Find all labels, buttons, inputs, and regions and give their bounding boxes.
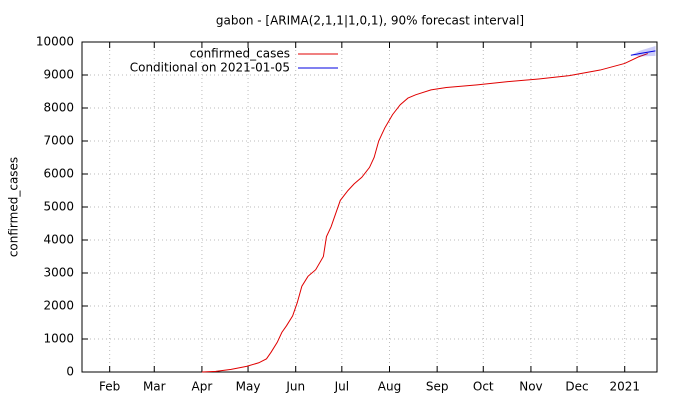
y-tick-label: 10000	[36, 35, 74, 49]
x-tick-label: 2021	[609, 380, 640, 394]
plot-frame	[81, 41, 658, 373]
chart-title: gabon - [ARIMA(2,1,1|1,0,1), 90% forecas…	[216, 14, 524, 28]
y-tick-label: 3000	[43, 266, 74, 280]
x-tick-label: Jul	[334, 380, 349, 394]
x-tick-label: Mar	[143, 380, 166, 394]
y-tick-label: 6000	[43, 167, 74, 181]
y-tick-label: 5000	[43, 200, 74, 214]
legend-label: Conditional on 2021-01-05	[130, 61, 290, 75]
y-axis-label: confirmed_cases	[7, 157, 21, 257]
y-tick-label: 8000	[43, 101, 74, 115]
x-tick-label: Oct	[473, 380, 494, 394]
series-line	[201, 53, 648, 373]
x-tick-label: Aug	[378, 380, 401, 394]
y-tick-label: 2000	[43, 299, 74, 313]
series-line	[630, 50, 656, 56]
legend-label: confirmed_cases	[190, 47, 290, 61]
x-tick-label: Apr	[192, 380, 213, 394]
y-tick-label: 4000	[43, 233, 74, 247]
y-tick-label: 0	[66, 365, 74, 379]
y-tick-label: 7000	[43, 134, 74, 148]
x-tick-label: Feb	[99, 380, 120, 394]
x-tick-label: Sep	[426, 380, 449, 394]
y-tick-label: 9000	[43, 68, 74, 82]
x-tick-label: Nov	[519, 380, 542, 394]
y-tick-label: 1000	[43, 332, 74, 346]
x-tick-label: Dec	[565, 380, 588, 394]
x-tick-label: Jun	[285, 380, 305, 394]
x-tick-label: May	[236, 380, 261, 394]
